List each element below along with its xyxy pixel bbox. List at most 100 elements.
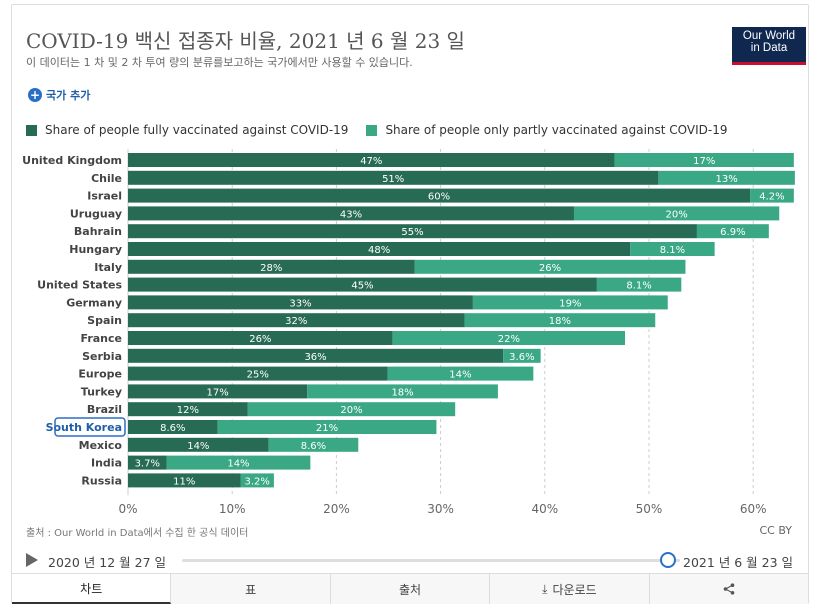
legend-label-partial: Share of people only partly vaccinated a… <box>385 123 728 137</box>
category-label[interactable]: Chile <box>91 172 122 185</box>
source-note[interactable]: 출처 : Our World in Data에서 수집 한 공식 데이터 <box>26 528 249 539</box>
category-label[interactable]: Israel <box>87 190 122 203</box>
timeline-handle[interactable] <box>660 552 676 568</box>
bar-segment[interactable] <box>614 153 794 167</box>
bar-segment[interactable] <box>217 420 437 434</box>
bar-segment[interactable] <box>128 455 167 470</box>
category-label[interactable]: Bahrain <box>74 225 122 238</box>
category-label[interactable]: United Kingdom <box>23 154 122 167</box>
tab-download[interactable]: ⤓ 다운로드 <box>490 574 650 604</box>
bar-segment[interactable] <box>128 331 393 345</box>
bar-segment[interactable] <box>472 295 668 310</box>
bar-segment[interactable] <box>464 313 656 328</box>
bar-segment[interactable] <box>128 402 248 417</box>
bar-segment[interactable] <box>166 455 311 470</box>
data-label: 20% <box>665 209 687 220</box>
category-label[interactable]: France <box>81 332 122 345</box>
bar-segment[interactable] <box>128 242 631 256</box>
category-label[interactable]: Germany <box>66 296 122 309</box>
tab-bar: 차트 표 출처 ⤓ 다운로드 공유 <box>12 573 809 604</box>
tab-chart[interactable]: 차트 <box>12 574 172 604</box>
category-label[interactable]: Brazil <box>87 403 122 416</box>
bar-segment[interactable] <box>414 259 686 274</box>
bar-segment[interactable] <box>128 188 751 203</box>
license-label[interactable]: CC BY <box>759 524 792 537</box>
owid-logo[interactable]: Our World in Data <box>732 27 806 65</box>
bar-segment[interactable] <box>658 170 795 185</box>
timeline-track[interactable] <box>182 559 680 562</box>
bar-segment[interactable] <box>128 224 697 239</box>
legend-swatch-partial <box>366 124 378 136</box>
data-label: 11% <box>173 476 195 487</box>
bar-segment[interactable] <box>307 384 498 399</box>
bar-segment[interactable] <box>128 153 615 167</box>
bar-segment[interactable] <box>268 437 359 452</box>
bar-segment[interactable] <box>128 384 308 399</box>
tab-table-label: 표 <box>245 582 257 597</box>
logo-line-1: Our World <box>742 30 796 42</box>
bar-segment[interactable] <box>503 348 541 363</box>
data-label: 4.2% <box>759 192 784 203</box>
bar-segment[interactable] <box>128 313 465 328</box>
bar-segment[interactable] <box>128 206 574 221</box>
bar-segment[interactable] <box>128 259 415 274</box>
data-label: 36% <box>304 352 326 363</box>
bar-segment[interactable] <box>630 242 715 256</box>
bar-segment[interactable] <box>392 331 626 345</box>
data-label: 26% <box>249 334 271 345</box>
data-label: 18% <box>391 387 413 398</box>
timeline-start-date: 2020 년 12 월 27 일 <box>48 555 166 570</box>
bar-segment[interactable] <box>387 366 534 381</box>
bar-segment[interactable] <box>128 420 218 434</box>
data-label: 3.2% <box>245 476 270 487</box>
logo-line-2: in Data <box>750 42 788 54</box>
category-label[interactable]: Serbia <box>82 350 122 363</box>
bar-segment[interactable] <box>750 188 794 203</box>
x-tick-label: 50% <box>636 502 663 516</box>
bar-segment[interactable] <box>696 224 769 239</box>
bar-chart: 0% 10% 20% 30% 40% 50% 60% United Kingdom 47% 17%… <box>23 149 795 516</box>
data-label: 13% <box>716 174 738 185</box>
category-label[interactable]: United States <box>37 279 122 292</box>
category-label[interactable]: Europe <box>78 368 122 381</box>
data-label: 6.9% <box>720 227 745 238</box>
tab-download-label: 다운로드 <box>552 582 597 597</box>
legend-label-full: Share of people fully vaccinated against… <box>45 123 349 137</box>
timeline: 2020 년 12 월 27 일 2021 년 6 월 23 일 <box>26 550 806 570</box>
tab-sources[interactable]: 출처 <box>330 574 491 604</box>
bar-segment[interactable] <box>128 348 504 363</box>
tab-table[interactable]: 표 <box>171 574 331 604</box>
x-tick-label: 60% <box>740 502 767 516</box>
play-icon[interactable] <box>26 553 38 567</box>
category-label[interactable]: Mexico <box>79 439 123 452</box>
legend-item-full[interactable]: Share of people fully vaccinated against… <box>26 123 348 137</box>
bar-segment[interactable] <box>247 402 456 417</box>
category-label[interactable]: Italy <box>94 261 122 274</box>
legend-swatch-full <box>26 124 37 136</box>
category-label[interactable]: Hungary <box>69 243 122 256</box>
add-country-button[interactable]: + 국가 추가 <box>28 87 90 103</box>
bar-segment[interactable] <box>573 206 780 221</box>
bar-segment[interactable] <box>128 437 269 452</box>
data-label: 20% <box>340 405 362 416</box>
bar-segment[interactable] <box>128 170 659 185</box>
share-icon-graphic <box>723 583 735 595</box>
data-label: 55% <box>401 227 423 238</box>
bar-segment[interactable] <box>128 473 241 488</box>
bar-segment[interactable] <box>240 473 274 488</box>
category-label[interactable]: India <box>91 457 122 470</box>
legend-item-partial[interactable]: Share of people only partly vaccinated a… <box>366 123 728 137</box>
highlight-box <box>54 417 126 437</box>
bar-segment[interactable] <box>128 295 473 310</box>
bar-segment[interactable] <box>128 277 597 292</box>
timeline-end-date: 2021 년 6 월 23 일 <box>683 555 794 570</box>
data-label: 51% <box>382 174 404 185</box>
bar-segment[interactable] <box>128 366 388 381</box>
category-label[interactable]: Spain <box>87 314 122 327</box>
bar-segment[interactable] <box>596 277 682 292</box>
category-label[interactable]: Turkey <box>81 385 122 398</box>
category-label[interactable]: Uruguay <box>70 207 122 220</box>
category-label[interactable]: South Korea <box>46 421 122 434</box>
category-label[interactable]: Russia <box>81 474 122 487</box>
tab-share[interactable]: 공유 <box>649 574 809 604</box>
